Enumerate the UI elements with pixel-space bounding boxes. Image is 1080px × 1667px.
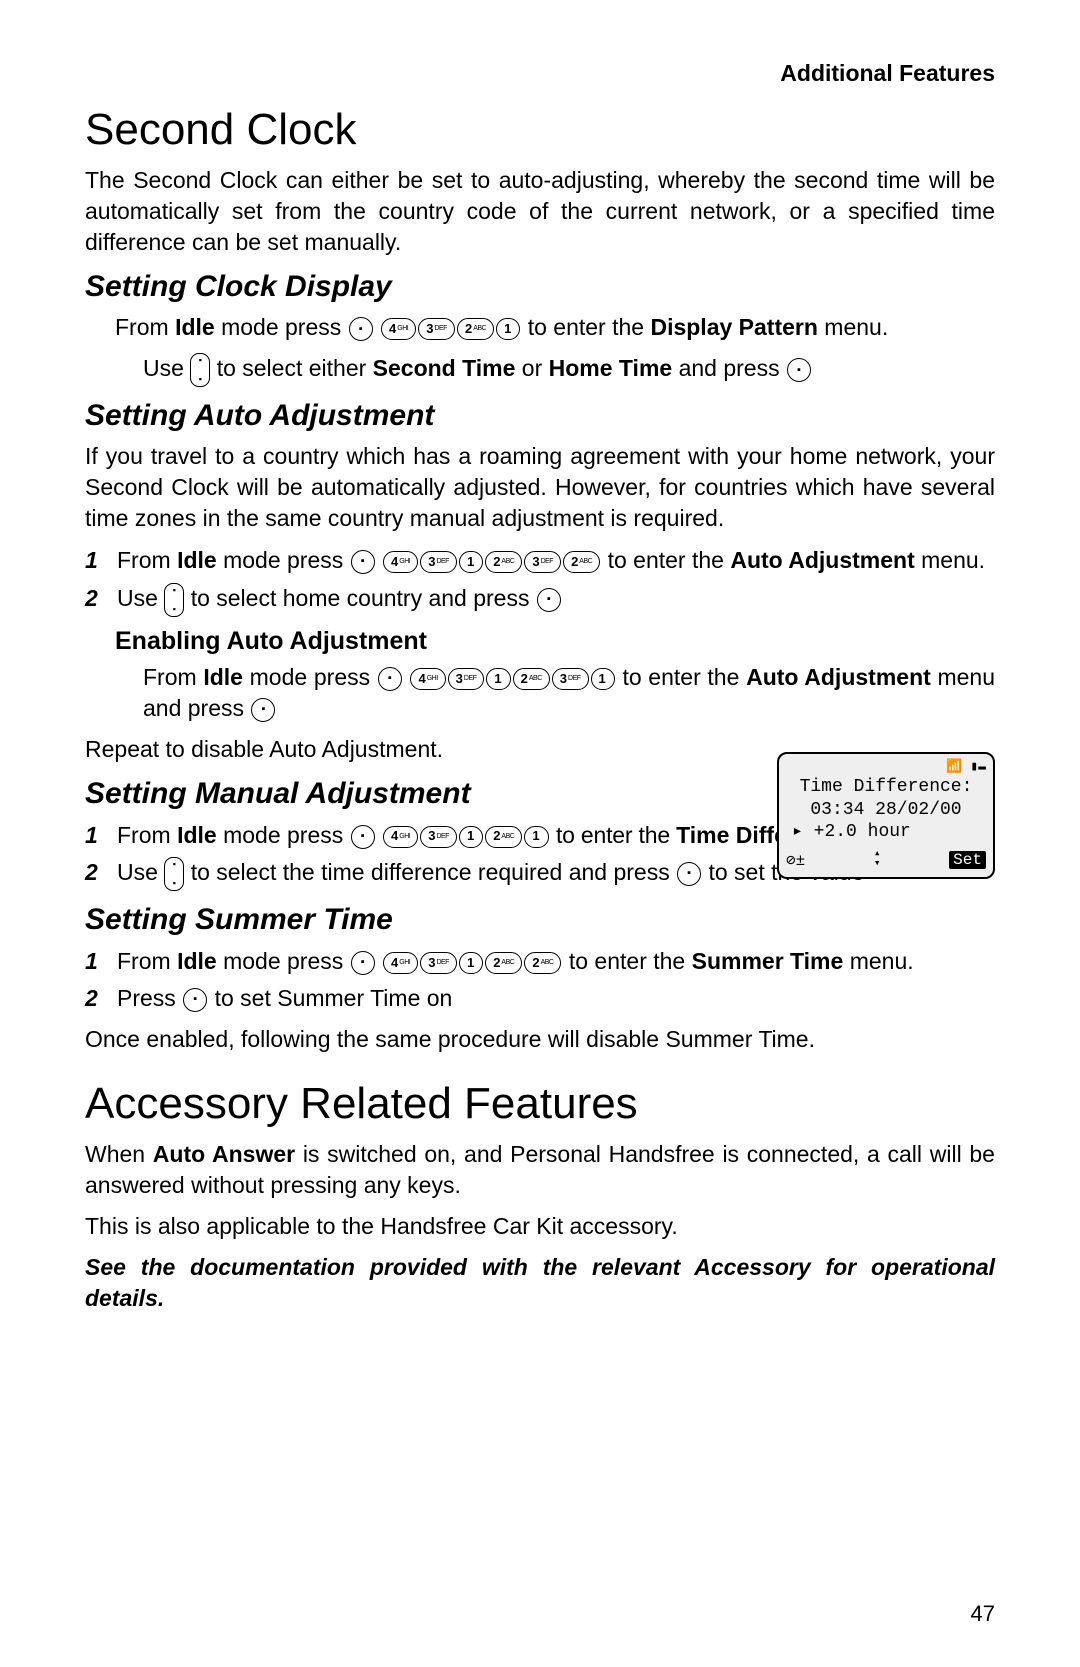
auto-adj-steps: 1 From Idle mode press ▪ 4GHI3DEF12ABC3D… — [85, 544, 995, 616]
key-3def: 3DEF — [418, 318, 455, 340]
key-2abc: 2ABC — [513, 668, 550, 690]
key-1: 1 — [486, 668, 510, 690]
menu-key-icon: ▪ — [378, 667, 402, 691]
key-4ghi: 4GHI — [383, 826, 418, 848]
heading-auto-adj: Setting Auto Adjustment — [85, 399, 995, 433]
nav-vert-icon: ▪▪ — [190, 353, 210, 387]
clock-display-line2: Use ▪▪ to select either Second Time or H… — [85, 353, 995, 387]
menu-key-icon: ▪ — [349, 317, 373, 341]
key-3def: 3DEF — [552, 668, 589, 690]
summer-steps: 1 From Idle mode press ▪ 4GHI3DEF12ABC2A… — [85, 945, 995, 1016]
section-header: Additional Features — [85, 60, 995, 87]
menu-key-icon: ▪ — [183, 988, 207, 1012]
key-1: 1 — [591, 668, 615, 690]
auto-adj-intro: If you travel to a country which has a r… — [85, 441, 995, 534]
accessory-p2: This is also applicable to the Handsfree… — [85, 1211, 995, 1242]
key-4ghi: 4GHI — [383, 952, 418, 974]
key-3def: 3DEF — [420, 551, 457, 573]
page-number: 47 — [971, 1601, 995, 1627]
lcd-signal: 📶 ▮▬ — [786, 759, 986, 774]
accessory-p1: When Auto Answer is switched on, and Per… — [85, 1139, 995, 1201]
menu-key-icon: ▪ — [351, 550, 375, 574]
menu-key-icon: ▪ — [787, 358, 811, 382]
lcd-set: Set — [949, 851, 986, 869]
menu-key-icon: ▪ — [351, 825, 375, 849]
menu-key-icon: ▪ — [677, 862, 701, 886]
key-2abc: 2ABC — [563, 551, 600, 573]
heading-summer-time: Setting Summer Time — [85, 903, 995, 937]
heading-enabling-auto: Enabling Auto Adjustment — [85, 627, 995, 656]
key-2abc: 2ABC — [524, 952, 561, 974]
accessory-p3: See the documentation provided with the … — [85, 1252, 995, 1314]
key-4ghi: 4GHI — [410, 668, 445, 690]
key-1: 1 — [459, 952, 483, 974]
lcd-line3: ▸ +2.0 hour — [786, 821, 986, 844]
lcd-line2: 03:34 28/02/00 — [786, 799, 986, 822]
key-2abc: 2ABC — [485, 826, 522, 848]
summer-after: Once enabled, following the same procedu… — [85, 1024, 995, 1055]
key-4ghi: 4GHI — [383, 551, 418, 573]
nav-vert-icon: ▪▪ — [164, 583, 184, 617]
key-1: 1 — [496, 318, 520, 340]
menu-key-icon: ▪ — [537, 588, 561, 612]
lcd-bottom-left: ⊘± — [786, 850, 805, 870]
key-1: 1 — [459, 826, 483, 848]
intro-second-clock: The Second Clock can either be set to au… — [85, 165, 995, 258]
menu-key-icon: ▪ — [251, 698, 275, 722]
key-1: 1 — [524, 826, 548, 848]
nav-vert-icon: ▪▪ — [164, 857, 184, 891]
title-second-clock: Second Clock — [85, 105, 995, 155]
clock-display-line1: From Idle mode press ▪ 4GHI3DEF2ABC1 to … — [85, 312, 995, 343]
key-4ghi: 4GHI — [381, 318, 416, 340]
lcd-line1: Time Difference: — [786, 776, 986, 799]
key-3def: 3DEF — [448, 668, 485, 690]
lcd-display: 📶 ▮▬ Time Difference: 03:34 28/02/00 ▸ +… — [777, 752, 995, 879]
key-3def: 3DEF — [420, 952, 457, 974]
key-3def: 3DEF — [524, 551, 561, 573]
key-3def: 3DEF — [420, 826, 457, 848]
title-accessory: Accessory Related Features — [85, 1079, 995, 1129]
menu-key-icon: ▪ — [351, 951, 375, 975]
key-2abc: 2ABC — [485, 952, 522, 974]
lcd-arrows-icon: ▴▾ — [874, 850, 881, 870]
enabling-auto-text: From Idle mode press ▪ 4GHI3DEF12ABC3DEF… — [85, 662, 995, 724]
heading-clock-display: Setting Clock Display — [85, 270, 995, 304]
key-1: 1 — [459, 551, 483, 573]
key-2abc: 2ABC — [457, 318, 494, 340]
key-2abc: 2ABC — [485, 551, 522, 573]
